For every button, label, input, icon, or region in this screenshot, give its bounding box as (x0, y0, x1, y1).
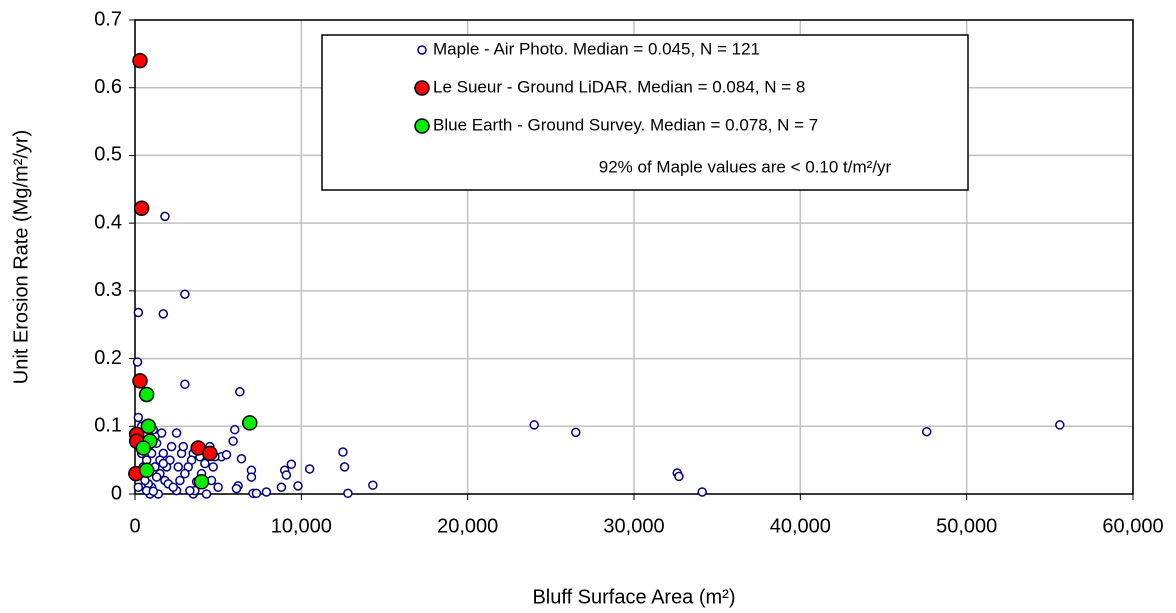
y-tick-label: 0 (111, 482, 122, 504)
point (168, 482, 179, 492)
plot-frame (134, 19, 1134, 495)
point (1055, 420, 1065, 430)
legend-marker (417, 45, 427, 55)
point (921, 426, 932, 437)
point (228, 436, 238, 446)
legend-box (321, 34, 969, 191)
point (160, 211, 170, 222)
point (171, 428, 182, 438)
point (242, 415, 258, 431)
y-tick-label: 0.6 (94, 76, 122, 98)
point (674, 471, 684, 482)
y-tick-label: 0.7 (94, 8, 122, 30)
point (178, 441, 188, 452)
legend-marker (414, 118, 430, 134)
y-tick-label: 0.1 (94, 415, 122, 437)
point (158, 458, 169, 469)
point (304, 464, 315, 474)
point (293, 481, 303, 491)
point (281, 470, 292, 480)
point (571, 427, 581, 438)
point (180, 468, 190, 479)
point (138, 386, 155, 403)
point (208, 462, 218, 472)
point (368, 480, 378, 490)
point (261, 487, 272, 497)
x-tick-label: 40,000 (770, 515, 831, 537)
point (158, 309, 169, 319)
point (230, 424, 240, 435)
point (276, 482, 287, 492)
legend-marker (414, 80, 430, 96)
point (193, 474, 210, 490)
point (236, 454, 247, 464)
legend-label: Maple - Air Photo. Median = 0.045, N = 1… (433, 39, 760, 58)
point (135, 440, 152, 456)
point (343, 488, 353, 499)
point (133, 200, 150, 216)
x-tick-label: 60,000 (1102, 515, 1163, 537)
point (140, 418, 157, 435)
point (151, 472, 162, 482)
point (286, 459, 297, 469)
x-tick-label: 0 (129, 515, 140, 537)
point (213, 482, 223, 492)
point (231, 483, 242, 494)
y-tick-label: 0.3 (94, 279, 122, 301)
legend-label: Blue Earth - Ground Survey. Median = 0.0… (433, 115, 818, 134)
point (133, 482, 144, 492)
x-tick-label: 20,000 (437, 515, 498, 537)
point (180, 379, 190, 390)
y-axis-label: Unit Erosion Rate (Mg/m²/yr) (10, 130, 32, 385)
x-tick-label: 50,000 (936, 515, 997, 537)
point (201, 489, 212, 499)
point (173, 462, 183, 472)
point (138, 462, 155, 479)
point (148, 486, 159, 497)
point (246, 472, 257, 482)
point (529, 420, 539, 430)
point (251, 488, 262, 499)
legend-label: Le Sueur - Ground LiDAR. Median = 0.084,… (433, 77, 805, 96)
point (166, 441, 177, 452)
x-tick-label: 30,000 (603, 515, 664, 537)
y-tick-label: 0.5 (94, 144, 122, 166)
point (338, 447, 348, 457)
point (132, 357, 143, 367)
point (221, 449, 232, 460)
point (235, 387, 245, 397)
point (697, 487, 707, 497)
point (339, 462, 350, 472)
point (185, 485, 195, 496)
point (133, 307, 144, 318)
y-tick-label: 0.4 (94, 211, 122, 233)
x-axis-label: Bluff Surface Area (m²) (532, 586, 735, 608)
point (133, 412, 144, 423)
annotation: 92% of Maple values are < 0.10 t/m²/yr (599, 157, 892, 176)
y-tick-label: 0.2 (94, 347, 122, 369)
point (132, 52, 148, 69)
point (175, 475, 185, 486)
point (202, 445, 218, 462)
point (132, 373, 148, 389)
point (180, 289, 190, 299)
point (200, 458, 210, 469)
x-tick-label: 10,000 (271, 515, 332, 537)
